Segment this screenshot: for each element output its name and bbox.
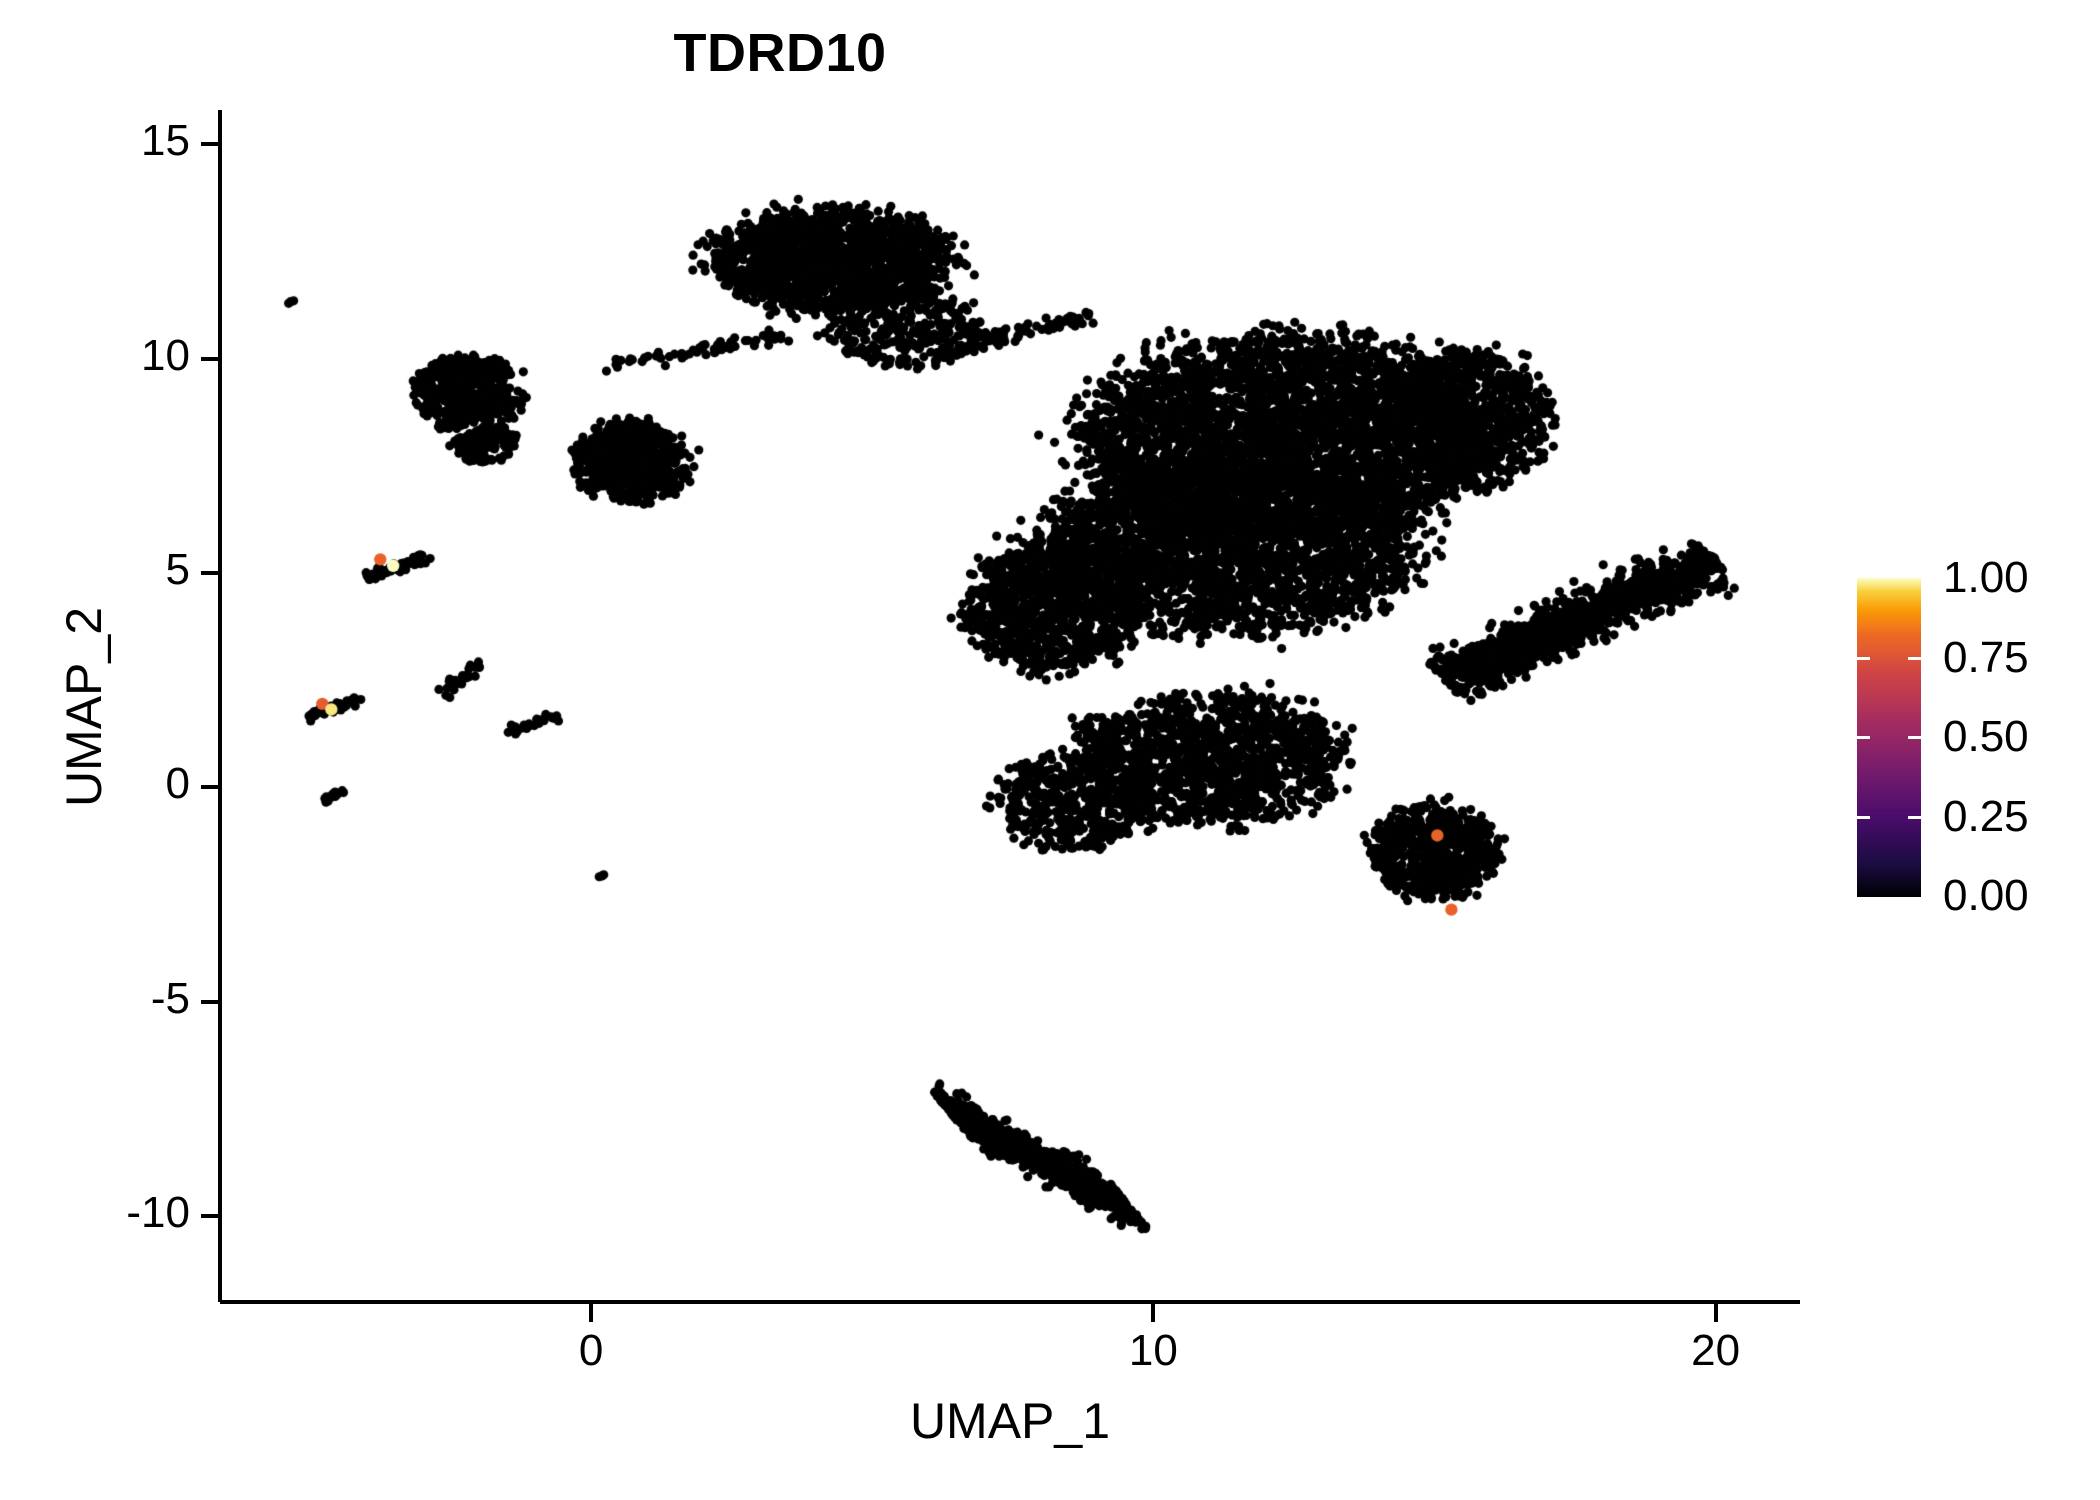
- x-axis-title: UMAP_1: [909, 1393, 1111, 1449]
- y-tick-mark: [201, 999, 219, 1004]
- x-tick-label: 0: [578, 1326, 604, 1375]
- x-tick-mark: [1151, 1304, 1156, 1322]
- legend-tick-label: 1.00: [1943, 553, 2029, 602]
- scatter-plot-area: [220, 110, 1800, 1302]
- legend-tick-label: 0.50: [1943, 712, 2029, 761]
- x-axis-line: [220, 1300, 1800, 1304]
- y-axis-line: [218, 110, 222, 1302]
- y-tick-label: 10: [141, 330, 190, 380]
- x-tick-label: 20: [1691, 1326, 1741, 1375]
- y-tick-mark: [201, 356, 219, 361]
- y-tick-mark: [201, 785, 219, 790]
- x-tick-label: 10: [1128, 1326, 1178, 1375]
- x-tick-mark: [1713, 1304, 1718, 1322]
- legend-tick-label: 0.25: [1943, 791, 2029, 841]
- y-tick-label: -5: [150, 973, 190, 1023]
- y-axis-title: UMAP_2: [56, 606, 112, 808]
- y-tick-label: 15: [141, 116, 190, 166]
- y-tick-mark: [201, 1214, 219, 1219]
- y-tick-label: 5: [165, 545, 190, 595]
- legend-tick-label: 0.75: [1943, 632, 2029, 682]
- legend-colorbar: [1857, 578, 1921, 897]
- y-tick-mark: [201, 571, 219, 576]
- legend-tick-label: 0.00: [1943, 871, 2029, 920]
- y-tick-mark: [201, 142, 219, 147]
- x-tick-mark: [589, 1304, 594, 1322]
- page-title: TDRD10: [673, 23, 887, 83]
- y-tick-label: -10: [126, 1188, 190, 1238]
- y-tick-label: 0: [165, 759, 190, 809]
